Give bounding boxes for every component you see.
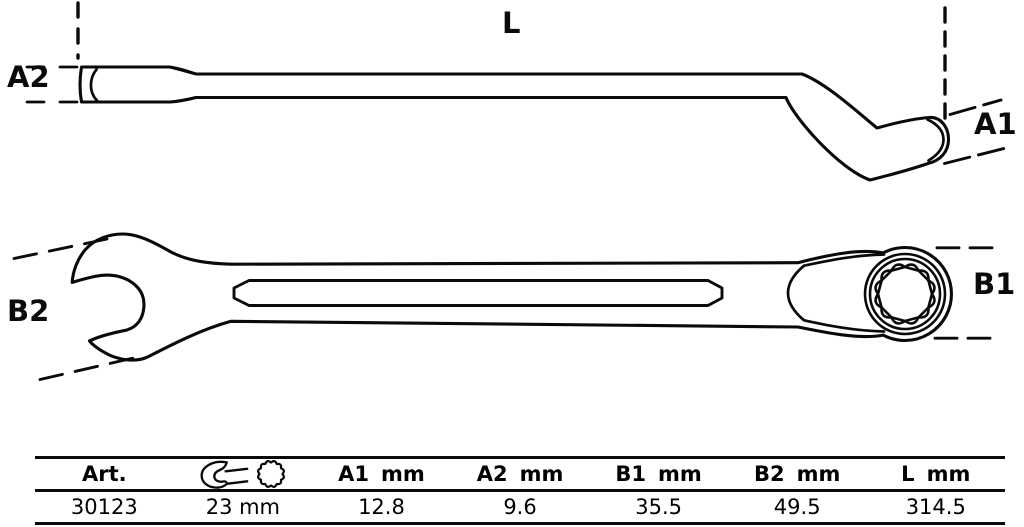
col-header-size-icons (174, 459, 313, 489)
jaw-face-arc (89, 68, 99, 102)
cell-l-value: 314.5 (905, 495, 966, 519)
table-header-row: Art. A1 mm (35, 459, 1005, 489)
table-rule-middle (35, 489, 1005, 492)
dim-label-a2: A2 (7, 60, 50, 94)
wrench-type-icons (199, 459, 286, 489)
cell-a1-value: 12.8 (358, 495, 405, 519)
a1-extension-line-upper (948, 98, 1003, 116)
a1-extension-line-lower (943, 147, 1006, 165)
col-header-art-label: Art. (81, 462, 127, 486)
col-header-l: L mm (901, 462, 971, 486)
b2-extension-line-upper (12, 235, 121, 260)
ring-bore-inner-polygon (876, 265, 934, 323)
col-header-b2: B2 mm (753, 462, 841, 486)
col-header-b1: B1 mm (615, 462, 702, 486)
cell-b1-value: 35.5 (635, 495, 682, 519)
wrench-technical-drawing (12, 1, 1006, 381)
box-end-12pt-icon (257, 460, 286, 488)
col-header-art: Art. (35, 462, 174, 486)
b2-extension-line-lower (38, 355, 140, 381)
cell-b2-value: 49.5 (773, 495, 821, 519)
top-view-outline (70, 232, 953, 362)
col-header-a1: A1 mm (338, 462, 425, 486)
ring-chamfer-circle-outer (863, 252, 947, 336)
table-data-row: 30123 23 mm 12.8 9.6 35.5 49.5 314.5 (35, 492, 1005, 522)
dim-label-b1: B1 (973, 267, 1016, 301)
taper-notch-top (168, 65, 198, 76)
taper-notch-bottom (168, 96, 198, 104)
dim-label-b2: B2 (7, 294, 50, 328)
spec-table: Art. A1 mm (35, 456, 1005, 525)
side-view-outline (78, 65, 951, 182)
ring-chamfer-circle-inner (868, 257, 942, 331)
col-header-a2: A2 mm (476, 462, 564, 486)
cell-art-number: 30123 (70, 495, 138, 519)
open-end-wrench-icon (200, 460, 249, 489)
ring-neck-line (786, 253, 886, 333)
ring-bore-12pt-profile (874, 263, 936, 325)
tip-chamfer-arc (926, 118, 945, 162)
side-view (25, 1, 1006, 182)
cell-wrench-size: 23 mm (205, 495, 281, 519)
dim-label-a1: A1 (974, 107, 1017, 141)
dim-label-length: L (502, 6, 521, 40)
shaft-slot (232, 279, 724, 307)
top-view (12, 232, 996, 381)
cell-a2-value: 9.6 (503, 495, 537, 519)
table-rule-top (35, 456, 1005, 459)
table-rule-bottom (35, 522, 1005, 525)
